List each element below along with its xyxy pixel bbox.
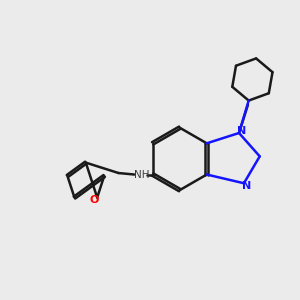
Text: N: N (237, 126, 246, 136)
Text: NH: NH (134, 169, 149, 179)
Text: N: N (242, 181, 251, 190)
Text: O: O (89, 195, 99, 205)
